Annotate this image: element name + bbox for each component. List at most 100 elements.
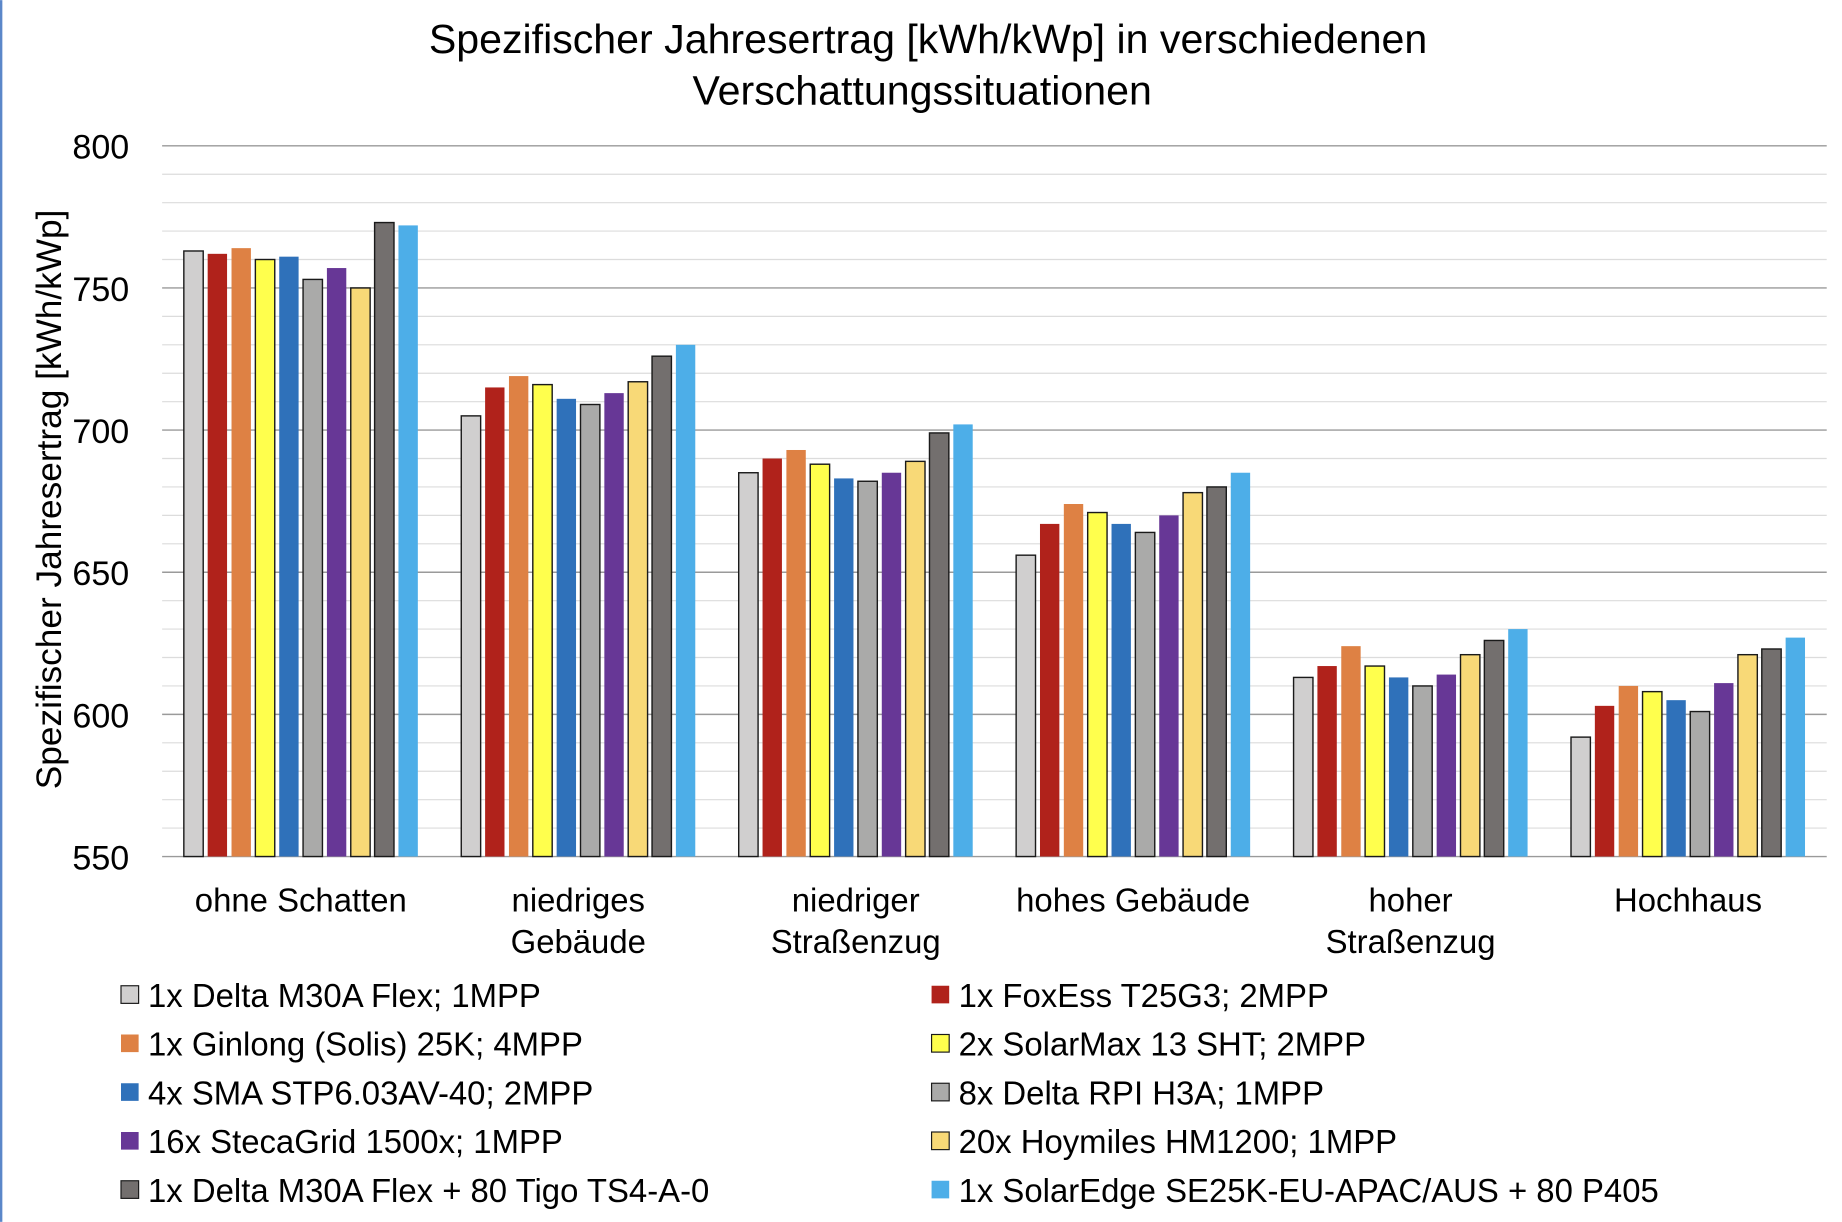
legend-item: 1x SolarEdge SE25K-EU-APAC/AUS + 80 P405 <box>931 1172 1659 1209</box>
legend-swatch <box>120 985 140 1004</box>
bar <box>508 376 529 857</box>
bar <box>1039 523 1060 857</box>
bar <box>1364 665 1386 858</box>
bar <box>1570 736 1592 858</box>
legend-item: 20x Hoymiles HM1200; 1MPP <box>930 1123 1398 1160</box>
bar <box>1785 637 1806 857</box>
bar <box>373 221 395 858</box>
x-tick-label: Straßenzug <box>771 923 941 960</box>
bar <box>762 458 782 857</box>
y-tick-label: 650 <box>72 555 129 593</box>
bar <box>1159 515 1179 857</box>
bar <box>207 253 228 857</box>
bar <box>579 403 601 858</box>
bar <box>231 248 251 857</box>
bar <box>302 278 324 858</box>
x-tick-label: hoher <box>1369 882 1453 919</box>
legend-label: 20x Hoymiles HM1200; 1MPP <box>959 1123 1398 1160</box>
bar <box>857 480 879 858</box>
bar <box>326 268 347 857</box>
bar <box>279 256 299 857</box>
legend-label: 16x StecaGrid 1500x; 1MPP <box>148 1123 563 1160</box>
y-tick-label: 700 <box>72 413 129 451</box>
legend-item: 4x SMA STP6.03AV-40; 2MPP <box>120 1074 593 1111</box>
legend-swatch <box>120 1131 139 1150</box>
legend-item: 2x SolarMax 13 SHT; 2MPP <box>930 1026 1366 1063</box>
bar <box>651 355 673 858</box>
x-tick-label: niedriger <box>792 882 920 919</box>
legend-label: 2x SolarMax 13 SHT; 2MPP <box>959 1026 1366 1063</box>
bar <box>1483 639 1505 858</box>
chart-title-line-2: Verschattungssituationen <box>692 68 1151 114</box>
bar <box>1134 531 1156 858</box>
y-tick-label: 600 <box>72 697 129 735</box>
legend-item: 1x Delta M30A Flex; 1MPP <box>120 977 541 1014</box>
bar <box>1230 472 1251 857</box>
legend-swatch <box>930 1033 950 1053</box>
y-axis-label: Spezifischer Jahresertrag [kWh/kWp] <box>30 210 69 790</box>
legend-item: 1x Ginlong (Solis) 25K; 4MPP <box>120 1026 583 1063</box>
bar <box>1508 629 1528 857</box>
bar <box>556 398 577 857</box>
legend-swatch <box>120 1180 140 1199</box>
bar <box>485 387 505 857</box>
x-tick-label: niedriges <box>512 882 645 919</box>
bar <box>1317 666 1337 857</box>
bar <box>627 381 649 858</box>
legend-label: 1x SolarEdge SE25K-EU-APAC/AUS + 80 P405 <box>959 1172 1659 1209</box>
bar <box>604 393 624 857</box>
y-tick-label: 750 <box>72 271 129 309</box>
bar <box>1206 486 1228 858</box>
x-tick-label: ohne Schatten <box>195 882 407 919</box>
left-border <box>0 0 3 1222</box>
bar <box>183 250 204 858</box>
bar <box>350 287 371 858</box>
bar <box>834 478 854 857</box>
x-tick-label: Hochhaus <box>1614 882 1762 919</box>
chart-title-line-1: Spezifischer Jahresertrag [kWh/kWp] in v… <box>429 16 1427 62</box>
bar <box>737 472 759 858</box>
bar <box>904 460 926 858</box>
bar <box>1737 653 1759 858</box>
bar <box>786 449 806 857</box>
legend-label: 1x FoxEss T25G3; 2MPP <box>959 977 1329 1014</box>
bar <box>1015 554 1037 858</box>
bar <box>1412 685 1433 858</box>
bar <box>881 472 902 857</box>
bar <box>1641 690 1663 858</box>
bar <box>1618 685 1639 857</box>
bar <box>809 463 831 858</box>
bar <box>398 225 418 857</box>
legend-label: 1x Delta M30A Flex + 80 Tigo TS4-A-0 <box>148 1172 709 1209</box>
legend-swatch <box>931 1180 950 1199</box>
legend-swatch <box>931 985 950 1004</box>
legend-label: 1x Delta M30A Flex; 1MPP <box>148 977 541 1014</box>
legend-swatch <box>120 1034 139 1053</box>
bar <box>1666 700 1686 857</box>
legend-swatch <box>930 1082 950 1102</box>
legend-item: 1x Delta M30A Flex + 80 Tigo TS4-A-0 <box>120 1172 709 1209</box>
bar <box>953 424 973 857</box>
legend-item: 16x StecaGrid 1500x; 1MPP <box>120 1123 563 1160</box>
bar <box>1388 677 1409 857</box>
bar <box>1436 674 1457 857</box>
y-tick-label: 800 <box>72 129 129 167</box>
legend-label: 8x Delta RPI H3A; 1MPP <box>959 1074 1324 1111</box>
legend-item: 8x Delta RPI H3A; 1MPP <box>930 1074 1324 1111</box>
bar <box>1086 511 1108 858</box>
bar <box>1761 648 1782 858</box>
bar <box>1714 683 1734 857</box>
bar <box>675 344 696 857</box>
bar <box>1341 646 1361 857</box>
bar <box>254 258 276 858</box>
legend-label: 1x Ginlong (Solis) 25K; 4MPP <box>148 1026 583 1063</box>
bar <box>1111 523 1131 857</box>
bar <box>460 415 482 858</box>
x-tick-label: Straßenzug <box>1326 923 1496 960</box>
legend-swatch <box>120 1083 139 1101</box>
legend-label: 4x SMA STP6.03AV-40; 2MPP <box>148 1074 593 1111</box>
bar <box>532 383 553 858</box>
x-tick-label: Gebäude <box>511 923 646 960</box>
bar <box>1292 676 1314 858</box>
